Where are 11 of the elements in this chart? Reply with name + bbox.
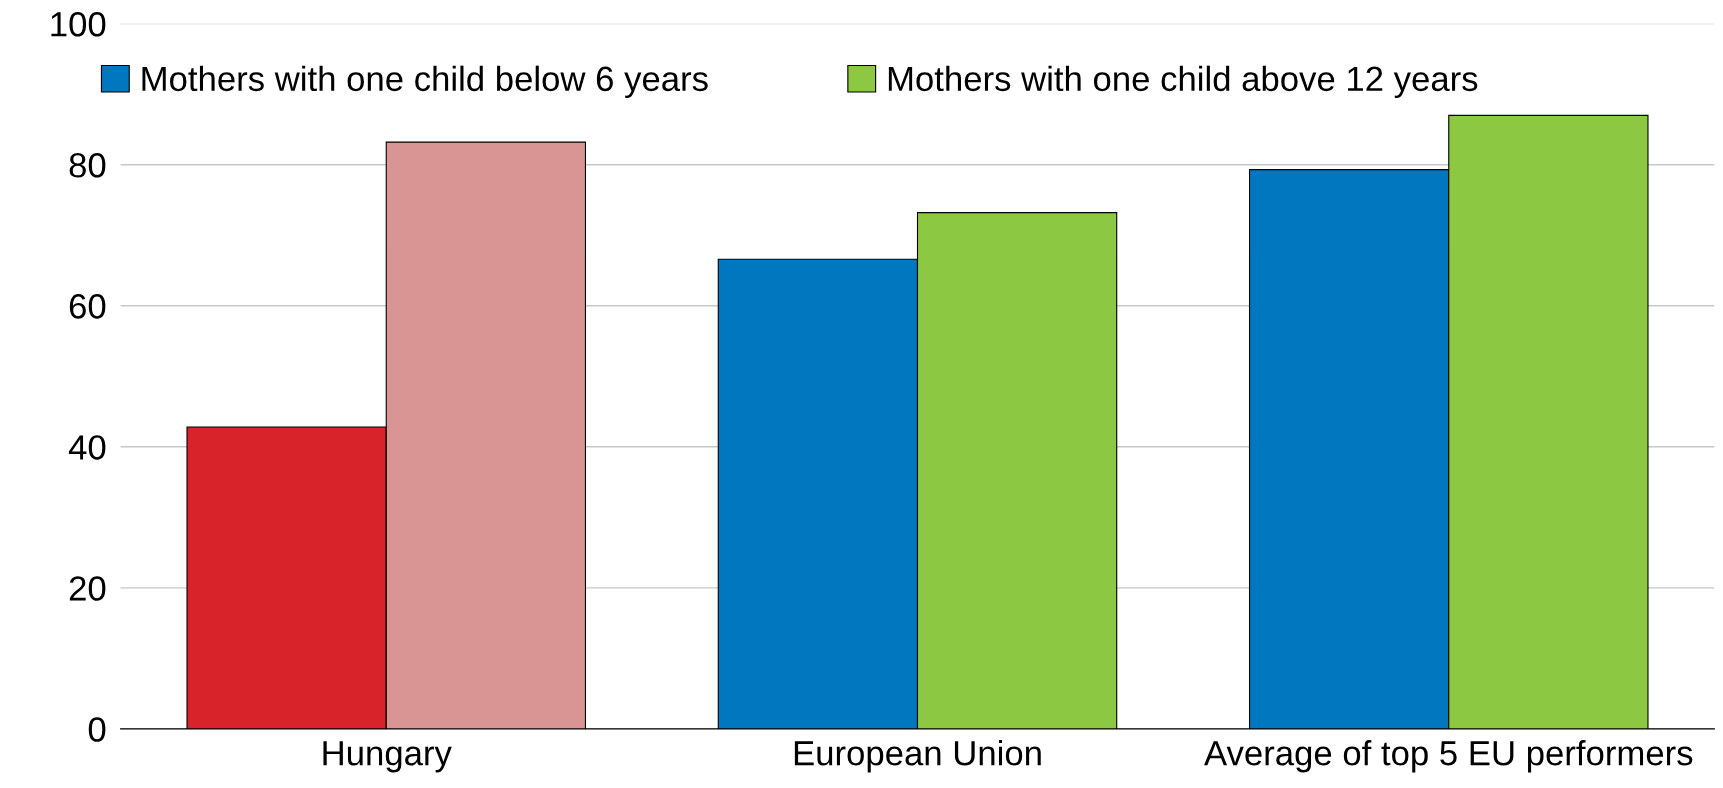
y-tick-label: 40: [68, 435, 106, 460]
x-tick-label: European Union: [794, 740, 1041, 773]
y-tick-label: 100: [51, 11, 106, 37]
legend-label: Mothers with one child below 6 years: [142, 65, 708, 99]
y-tick-label: 0: [88, 717, 106, 742]
y-tick-label: 80: [69, 153, 106, 178]
x-tick-label: Average of top 5 EU performers: [1204, 740, 1693, 773]
y-tick-label: 20: [69, 576, 106, 601]
legend-label: Mothers with one child above 12 years: [888, 65, 1478, 99]
y-tick-label: 60: [69, 294, 106, 319]
x-tick-label: Hungary: [323, 741, 452, 773]
